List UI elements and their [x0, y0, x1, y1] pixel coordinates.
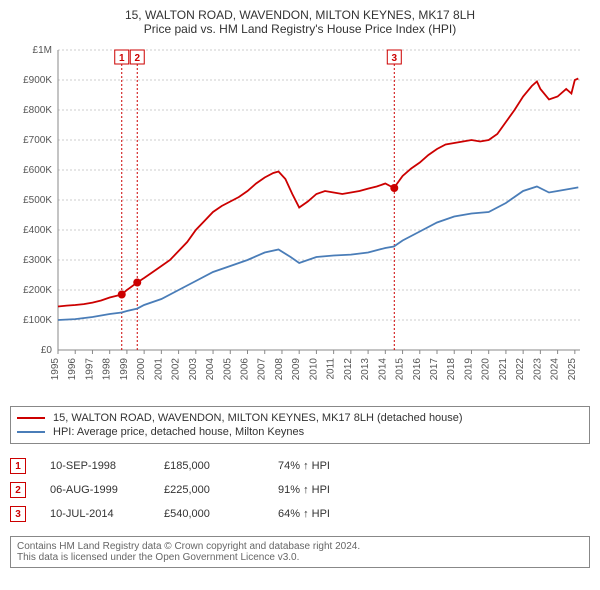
marker-price: £540,000	[164, 508, 254, 520]
svg-text:1999: 1999	[119, 358, 130, 381]
svg-text:1995: 1995	[50, 358, 61, 381]
svg-text:2004: 2004	[205, 358, 216, 381]
svg-text:2017: 2017	[429, 358, 440, 381]
svg-text:2000: 2000	[136, 358, 147, 381]
svg-text:1996: 1996	[67, 358, 78, 381]
svg-text:2024: 2024	[550, 358, 561, 381]
legend-label-hpi: HPI: Average price, detached house, Milt…	[53, 426, 304, 438]
svg-text:2023: 2023	[532, 358, 543, 381]
legend-row: HPI: Average price, detached house, Milt…	[17, 425, 583, 439]
svg-text:2019: 2019	[463, 358, 474, 381]
svg-text:2021: 2021	[498, 358, 509, 381]
svg-text:2018: 2018	[446, 358, 457, 381]
svg-text:2002: 2002	[171, 358, 182, 381]
markers-table: 1 10-SEP-1998 £185,000 74% ↑ HPI 2 06-AU…	[10, 454, 590, 526]
svg-text:2022: 2022	[515, 358, 526, 381]
svg-text:£800K: £800K	[23, 105, 52, 116]
svg-text:2001: 2001	[153, 358, 164, 381]
svg-text:£600K: £600K	[23, 165, 52, 176]
legend-row: 15, WALTON ROAD, WAVENDON, MILTON KEYNES…	[17, 411, 583, 425]
svg-text:£300K: £300K	[23, 255, 52, 266]
legend-swatch-property	[17, 417, 45, 419]
svg-text:2012: 2012	[343, 358, 354, 381]
svg-text:2013: 2013	[360, 358, 371, 381]
svg-text:2015: 2015	[395, 358, 406, 381]
svg-text:2: 2	[134, 53, 140, 64]
svg-text:3: 3	[392, 53, 398, 64]
legend-label-property: 15, WALTON ROAD, WAVENDON, MILTON KEYNES…	[53, 412, 463, 424]
marker-pct: 91% ↑ HPI	[278, 484, 368, 496]
svg-text:2006: 2006	[240, 358, 251, 381]
footer-box: Contains HM Land Registry data © Crown c…	[10, 536, 590, 568]
table-row: 3 10-JUL-2014 £540,000 64% ↑ HPI	[10, 502, 590, 526]
chart-container: 15, WALTON ROAD, WAVENDON, MILTON KEYNES…	[0, 0, 600, 590]
svg-text:£0: £0	[41, 345, 53, 356]
title-block: 15, WALTON ROAD, WAVENDON, MILTON KEYNES…	[10, 8, 590, 36]
marker-badge: 1	[10, 458, 26, 474]
svg-text:2014: 2014	[377, 358, 388, 381]
svg-text:£500K: £500K	[23, 195, 52, 206]
marker-date: 06-AUG-1999	[50, 484, 140, 496]
marker-date: 10-JUL-2014	[50, 508, 140, 520]
svg-text:1998: 1998	[102, 358, 113, 381]
title-subtitle: Price paid vs. HM Land Registry's House …	[10, 22, 590, 36]
table-row: 2 06-AUG-1999 £225,000 91% ↑ HPI	[10, 478, 590, 502]
marker-price: £185,000	[164, 460, 254, 472]
chart-svg: £0 £100K £200K £300K £400K £500K £600K £700K £80…	[10, 40, 590, 400]
marker-price: £225,000	[164, 484, 254, 496]
svg-text:£900K: £900K	[23, 75, 52, 86]
svg-text:2008: 2008	[274, 358, 285, 381]
footer-line2: This data is licensed under the Open Gov…	[17, 552, 583, 563]
svg-text:2005: 2005	[222, 358, 233, 381]
marker-badge: 3	[10, 506, 26, 522]
chart-area: £0 £100K £200K £300K £400K £500K £600K £700K £80…	[10, 40, 590, 400]
marker-badge: 2	[10, 482, 26, 498]
svg-text:£700K: £700K	[23, 135, 52, 146]
title-address: 15, WALTON ROAD, WAVENDON, MILTON KEYNES…	[10, 8, 590, 22]
svg-text:£100K: £100K	[23, 315, 52, 326]
svg-text:£200K: £200K	[23, 285, 52, 296]
svg-text:2025: 2025	[567, 358, 578, 381]
marker-date: 10-SEP-1998	[50, 460, 140, 472]
svg-text:2011: 2011	[326, 358, 337, 380]
legend-swatch-hpi	[17, 431, 45, 433]
svg-text:£400K: £400K	[23, 225, 52, 236]
svg-text:1997: 1997	[84, 358, 95, 381]
svg-text:2009: 2009	[291, 358, 302, 381]
table-row: 1 10-SEP-1998 £185,000 74% ↑ HPI	[10, 454, 590, 478]
svg-text:2010: 2010	[308, 358, 319, 381]
legend-box: 15, WALTON ROAD, WAVENDON, MILTON KEYNES…	[10, 406, 590, 444]
svg-text:2007: 2007	[257, 358, 268, 381]
svg-text:2020: 2020	[481, 358, 492, 381]
marker-pct: 74% ↑ HPI	[278, 460, 368, 472]
footer-line1: Contains HM Land Registry data © Crown c…	[17, 541, 583, 552]
marker-pct: 64% ↑ HPI	[278, 508, 368, 520]
svg-text:2003: 2003	[188, 358, 199, 381]
svg-text:2016: 2016	[412, 358, 423, 381]
svg-text:1: 1	[119, 53, 125, 64]
svg-text:£1M: £1M	[33, 45, 52, 56]
